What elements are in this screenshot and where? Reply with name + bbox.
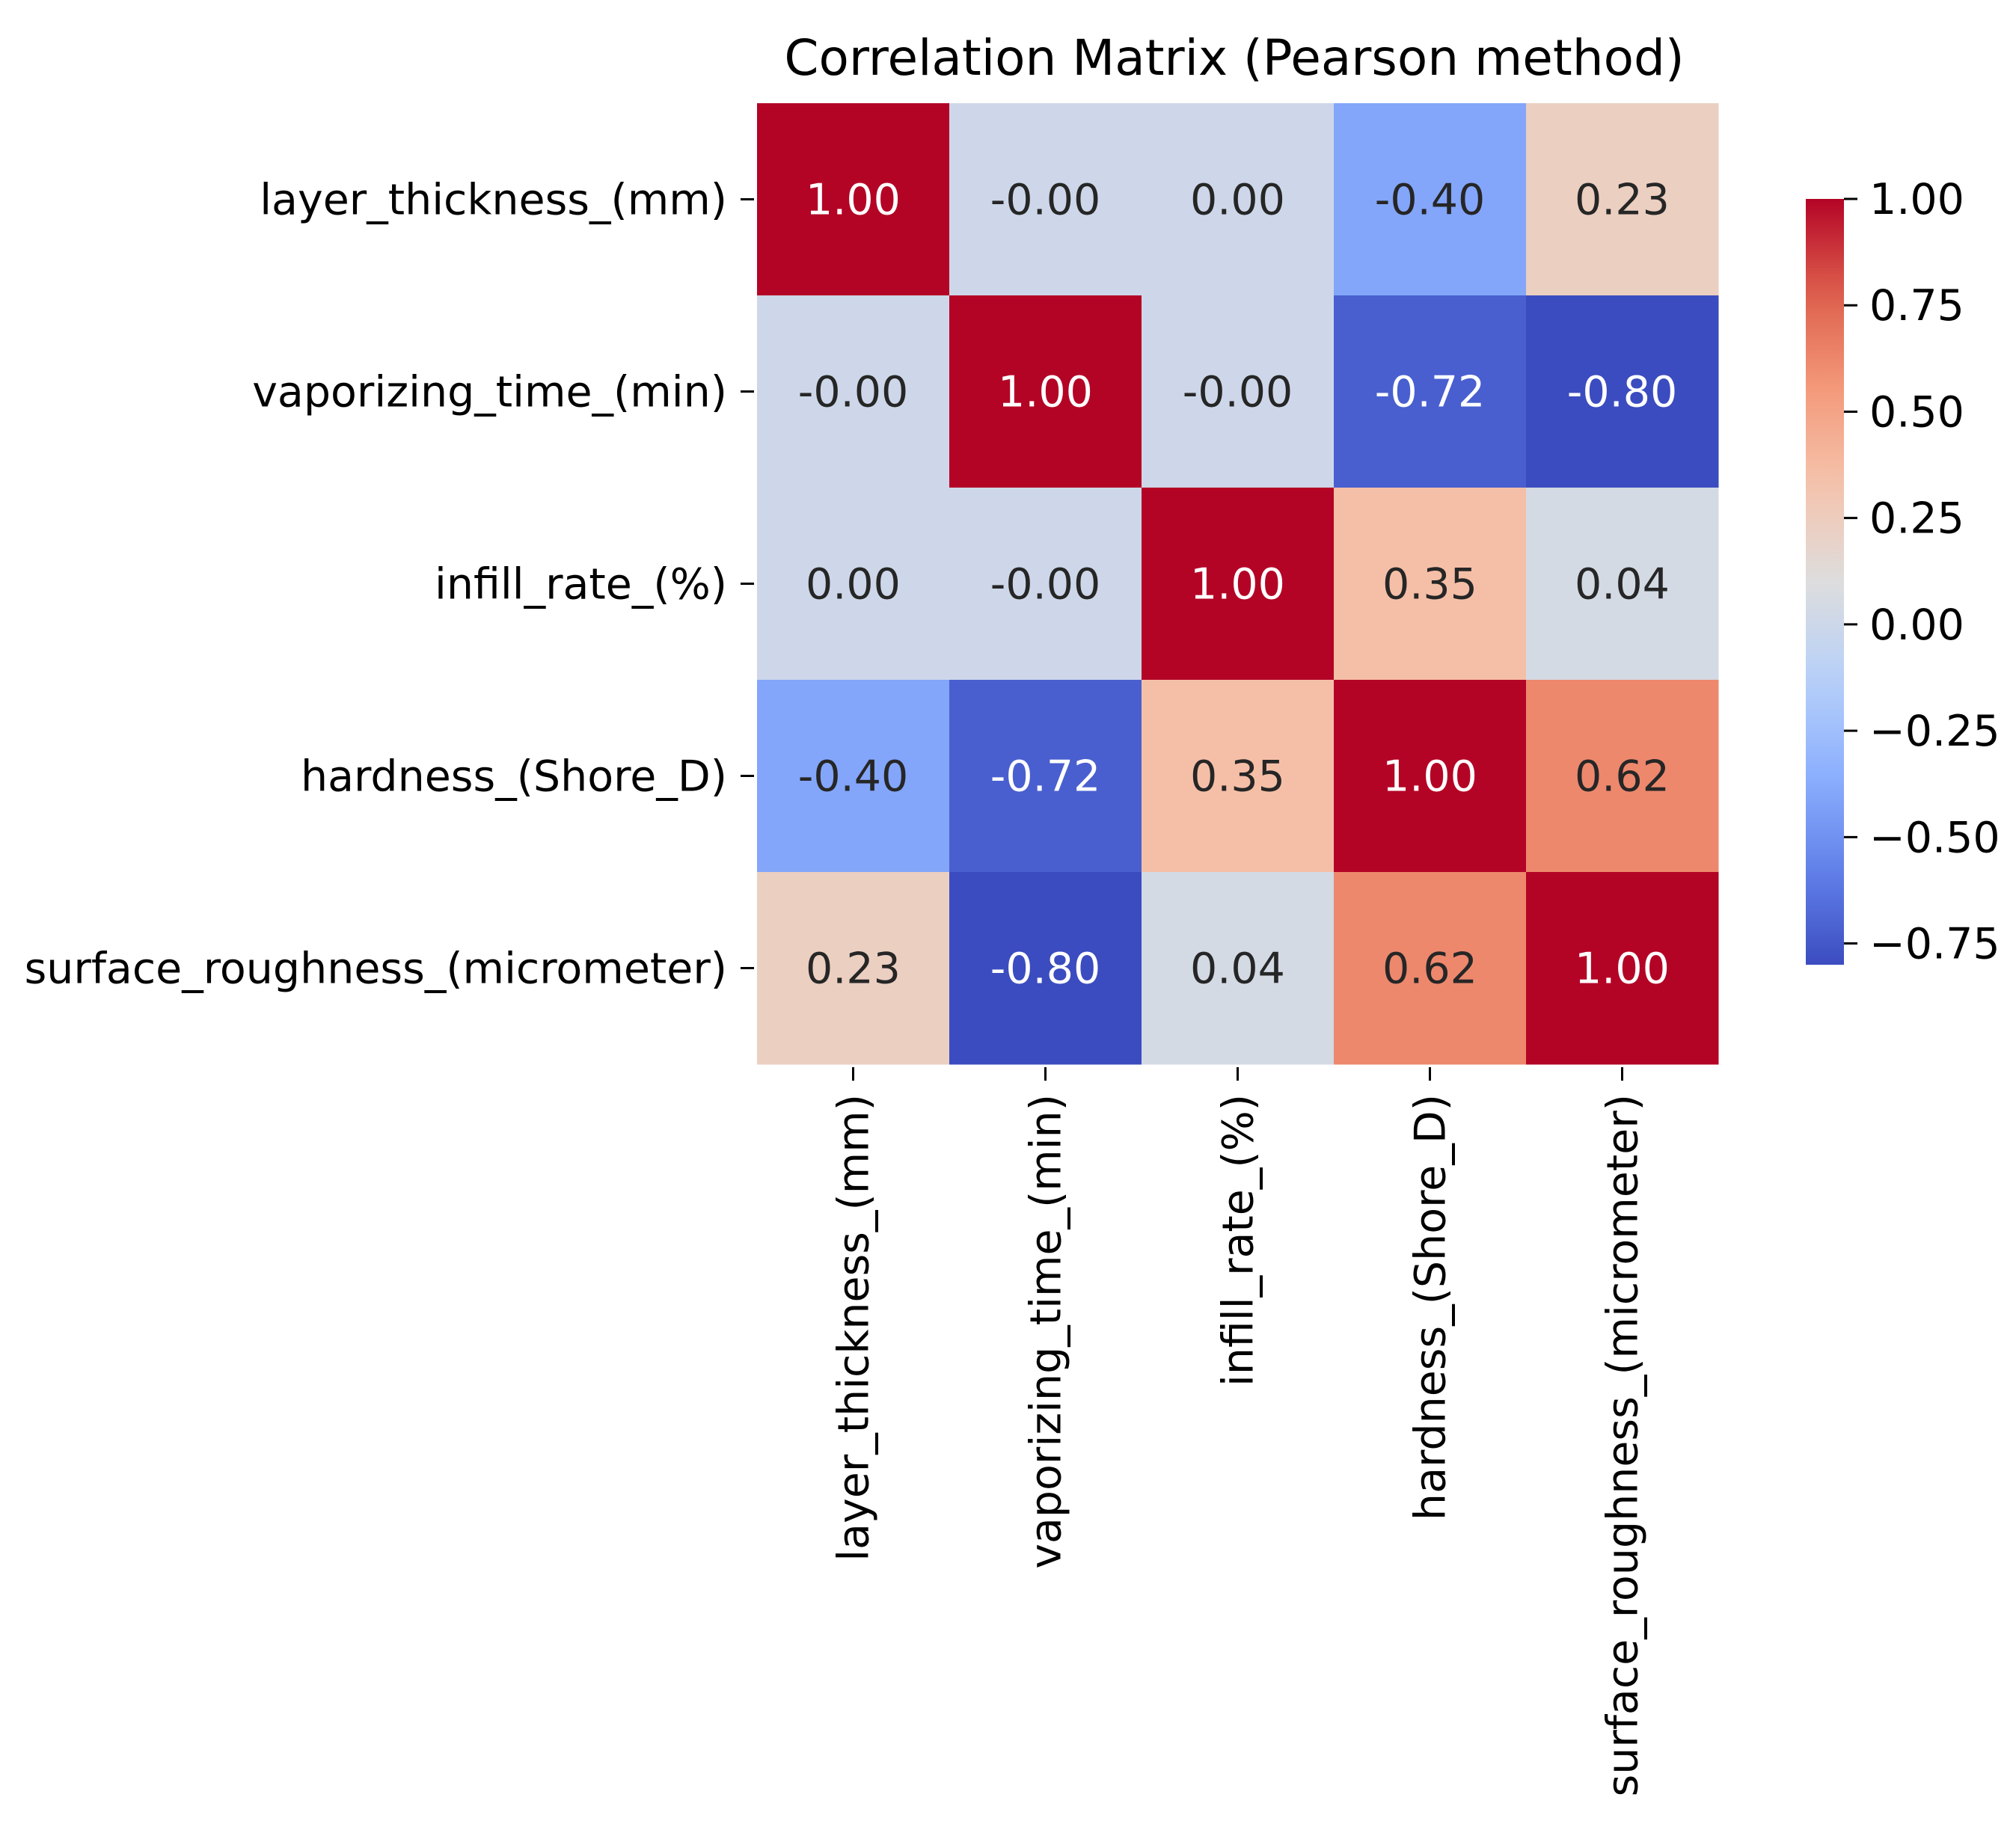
heatmap-cell xyxy=(757,488,950,681)
heatmap-cell xyxy=(1334,488,1527,681)
column-label: hardness_(Shore_D) xyxy=(1406,1094,1456,1520)
heatmap-cell xyxy=(1526,295,1719,488)
heatmap-cell xyxy=(1142,872,1335,1065)
cell-annotation: -0.80 xyxy=(990,945,1100,994)
column-label: vaporizing_time_(min) xyxy=(1022,1094,1071,1569)
colorbar-tick-label: −0.25 xyxy=(1869,707,2000,756)
heatmap-cell xyxy=(949,103,1142,296)
cell-annotation: -0.72 xyxy=(1375,368,1485,417)
row-label: layer_thickness_(mm) xyxy=(260,176,727,225)
heatmap-cell xyxy=(1334,680,1527,873)
heatmap-cell xyxy=(1142,295,1335,488)
row-label: vaporizing_time_(min) xyxy=(252,368,727,417)
heatmap-cell xyxy=(1526,680,1719,873)
cell-annotation: 0.35 xyxy=(1382,560,1477,610)
cell-annotation: 0.23 xyxy=(806,945,901,994)
heatmap-cells xyxy=(757,103,1719,1065)
heatmap-cell xyxy=(1526,103,1719,296)
cell-annotation: 0.35 xyxy=(1190,752,1285,802)
cell-annotation: 0.62 xyxy=(1382,945,1477,994)
heatmap-cell xyxy=(1142,103,1335,296)
colorbar-tick-label: 0.75 xyxy=(1869,281,1964,331)
heatmap-cell xyxy=(1334,872,1527,1065)
colorbar: 1.00 0.75 0.50 0.25 0.00 −0.25 −0.50 −0.75 xyxy=(1806,175,2000,969)
heatmap-cell xyxy=(757,680,950,873)
cell-annotation: 1.00 xyxy=(806,176,901,225)
cell-annotation: -0.40 xyxy=(1375,176,1485,225)
colorbar-tick-label: 0.25 xyxy=(1869,494,1964,544)
cell-annotation: -0.80 xyxy=(1567,368,1677,417)
colorbar-gradient xyxy=(1806,199,1844,965)
row-label: infill_rate_(%) xyxy=(435,560,727,610)
heatmap-cell xyxy=(949,872,1142,1065)
colorbar-tick-label: 1.00 xyxy=(1869,175,1964,224)
cell-annotation: 1.00 xyxy=(1382,752,1477,802)
cell-annotation: 0.04 xyxy=(1190,945,1285,994)
heatmap-cell xyxy=(1526,488,1719,681)
cell-annotation: 1.00 xyxy=(1575,945,1670,994)
colorbar-tick-label: 0.50 xyxy=(1869,387,1964,437)
heatmap-cell xyxy=(757,103,950,296)
colorbar-tick-label: 0.00 xyxy=(1869,601,1964,650)
heatmap-cell xyxy=(949,295,1142,488)
heatmap-cell xyxy=(1142,488,1335,681)
cell-annotation: -0.00 xyxy=(990,176,1100,225)
cell-annotation: -0.00 xyxy=(798,368,908,417)
heatmap-cell xyxy=(1334,295,1527,488)
colorbar-tick-label: −0.50 xyxy=(1869,813,2000,862)
heatmap-cell xyxy=(757,872,950,1065)
column-label: layer_thickness_(mm) xyxy=(830,1094,879,1562)
cell-annotation: -0.00 xyxy=(990,560,1100,610)
cell-annotation: 1.00 xyxy=(998,368,1093,417)
cell-annotation: 0.62 xyxy=(1575,752,1670,802)
heatmap-cell xyxy=(757,295,950,488)
row-label: surface_roughness_(micrometer) xyxy=(25,945,727,994)
column-label: infill_rate_(%) xyxy=(1214,1094,1263,1387)
column-label: surface_roughness_(micrometer) xyxy=(1599,1094,1648,1796)
row-label: hardness_(Shore_D) xyxy=(301,752,727,802)
heatmap-cell xyxy=(949,488,1142,681)
cell-annotation: -0.40 xyxy=(798,752,908,802)
heatmap-cell xyxy=(1526,872,1719,1065)
cell-annotation: 0.00 xyxy=(1190,176,1285,225)
heatmap-cell xyxy=(949,680,1142,873)
column-labels: layer_thickness_(mm) vaporizing_time_(min… xyxy=(830,1067,1648,1796)
cell-annotation: -0.72 xyxy=(990,752,1100,802)
cell-annotation: 0.00 xyxy=(806,560,901,610)
chart-title: Correlation Matrix (Pearson method) xyxy=(784,29,1684,87)
cell-annotation: 0.23 xyxy=(1575,176,1670,225)
heatmap-annotations: 1.00 -0.00 0.00 -0.40 0.23 -0.00 1.00 -0.00 -0.7… xyxy=(798,176,1677,994)
heatmap-cell xyxy=(1142,680,1335,873)
cell-annotation: -0.00 xyxy=(1183,368,1293,417)
cell-annotation: 0.04 xyxy=(1575,560,1670,610)
colorbar-tick-label: −0.75 xyxy=(1869,920,2000,969)
cell-annotation: 1.00 xyxy=(1190,560,1285,610)
row-labels: layer_thickness_(mm) vaporizing_time_(min… xyxy=(25,176,754,994)
heatmap-cell xyxy=(1334,103,1527,296)
